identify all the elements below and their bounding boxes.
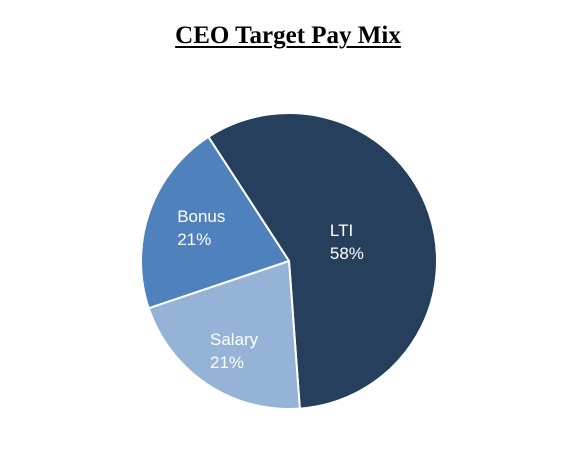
pie-slice-salary <box>147 260 301 410</box>
chart-title: CEO Target Pay Mix <box>175 22 401 49</box>
pie-slice-lti <box>207 112 438 410</box>
pie-labels: LTI 58% Salary 21% Bonus 21% <box>177 207 364 372</box>
slice-label-salary: Salary <box>210 330 259 349</box>
pie-slices <box>140 112 438 410</box>
slice-value-bonus: 21% <box>177 230 211 249</box>
slice-value-lti: 58% <box>330 244 364 263</box>
slice-label-lti: LTI <box>330 221 353 240</box>
pie-slice-bonus <box>140 135 290 310</box>
slice-label-bonus: Bonus <box>177 207 225 226</box>
slice-value-salary: 21% <box>210 353 244 372</box>
